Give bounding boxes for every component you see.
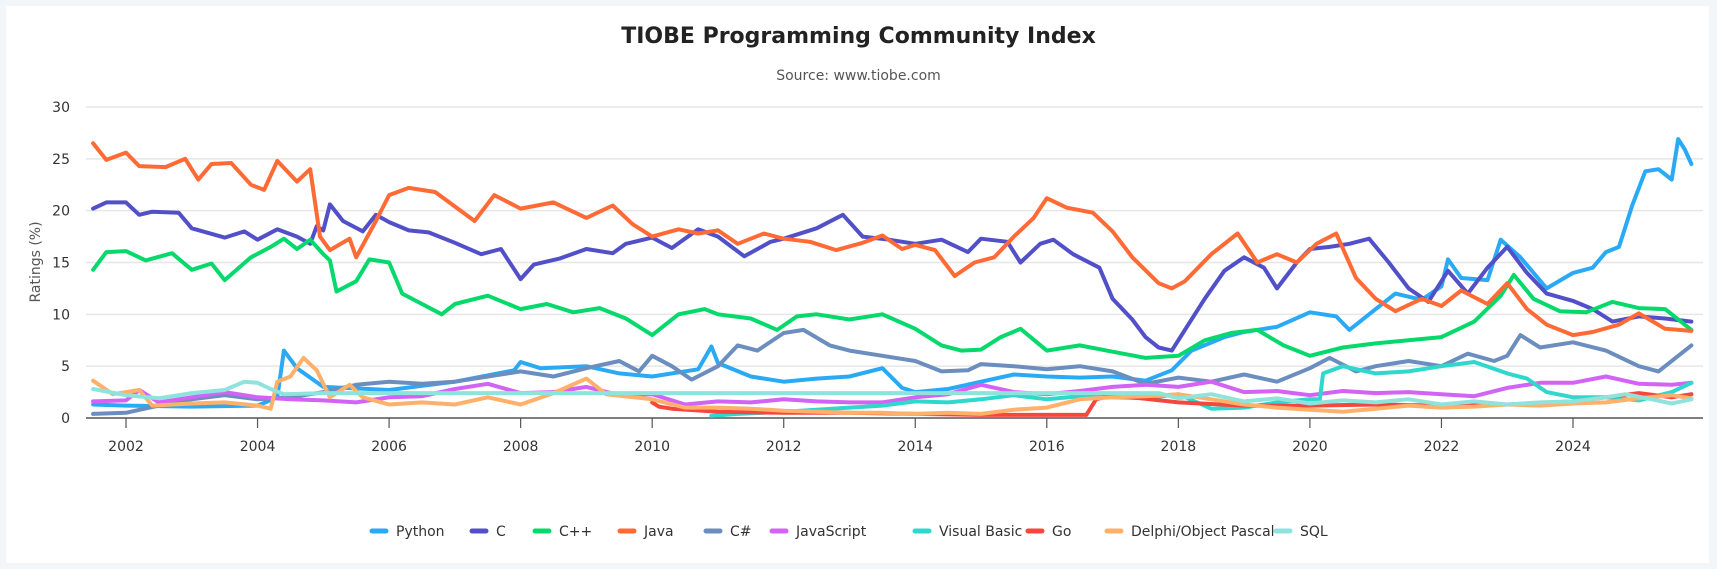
- series-line-c-[interactable]: [91, 236, 1694, 360]
- y-tick-label: 15: [52, 256, 70, 272]
- legend-item-sql[interactable]: SQL: [1273, 524, 1328, 540]
- x-tick-label: 2006: [371, 439, 407, 455]
- legend-label: SQL: [1300, 524, 1328, 540]
- legend-label: Java: [643, 524, 674, 540]
- series-line-visual-basic[interactable]: [709, 360, 1694, 418]
- legend-label: C: [496, 524, 506, 540]
- x-tick-label: 2022: [1424, 439, 1460, 455]
- y-axis: 0 5 10 15 20 25 30: [52, 100, 70, 427]
- legend-item-javascript[interactable]: JavaScript: [769, 524, 867, 540]
- chart-title: TIOBE Programming Community Index: [621, 24, 1096, 49]
- legend-label: Visual Basic: [939, 524, 1022, 540]
- legend: Python C C++ Java C# JavaScript Visual Basic Go…: [369, 524, 1328, 540]
- x-tick-label: 2010: [634, 439, 670, 455]
- y-tick-label: 5: [61, 359, 70, 375]
- legend-item-c-[interactable]: C++: [532, 524, 592, 540]
- legend-label: C++: [559, 524, 592, 540]
- y-tick-label: 30: [52, 100, 70, 116]
- legend-label: JavaScript: [795, 524, 867, 540]
- legend-label: Go: [1052, 524, 1071, 540]
- x-tick-label: 2018: [1161, 439, 1197, 455]
- legend-item-go[interactable]: Go: [1025, 524, 1071, 540]
- series-line-sql[interactable]: [91, 379, 1694, 407]
- legend-item-delphi-object-pascal[interactable]: Delphi/Object Pascal: [1104, 524, 1275, 540]
- legend-label: Delphi/Object Pascal: [1131, 524, 1275, 540]
- x-tick-label: 2002: [108, 439, 144, 455]
- legend-item-python[interactable]: Python: [369, 524, 445, 540]
- x-tick-label: 2024: [1555, 439, 1591, 455]
- y-tick-label: 20: [52, 204, 70, 220]
- x-tick-label: 2020: [1292, 439, 1328, 455]
- legend-label: Python: [396, 524, 445, 540]
- legend-item-c[interactable]: C: [469, 524, 506, 540]
- x-tick-label: 2004: [240, 439, 276, 455]
- y-axis-title: Ratings (%): [28, 221, 44, 302]
- series-line-delphi-object-pascal[interactable]: [91, 355, 1694, 416]
- legend-item-java[interactable]: Java: [617, 524, 674, 540]
- series-line-javascript[interactable]: [91, 374, 1694, 407]
- series-group: [91, 137, 1694, 418]
- x-tick-label: 2016: [1029, 439, 1065, 455]
- series-line-java[interactable]: [91, 141, 1694, 338]
- series-line-c-[interactable]: [91, 327, 1694, 416]
- chart-subtitle: Source: www.tiobe.com: [776, 68, 941, 84]
- y-tick-label: 25: [52, 152, 70, 168]
- series-line-python[interactable]: [91, 137, 1694, 409]
- legend-label: C#: [730, 524, 752, 540]
- legend-item-c-[interactable]: C#: [703, 524, 752, 540]
- x-tick-label: 2012: [766, 439, 802, 455]
- y-tick-label: 10: [52, 307, 70, 323]
- x-tick-label: 2008: [503, 439, 539, 455]
- x-tick-label: 2014: [897, 439, 933, 455]
- chart-card: [6, 6, 1709, 563]
- y-tick-label: 0: [61, 411, 70, 427]
- x-axis: 2002 2004 2006 2008 2010 2012 2014 2016 2018 2020…: [86, 417, 1703, 455]
- legend-item-visual-basic[interactable]: Visual Basic: [912, 524, 1022, 540]
